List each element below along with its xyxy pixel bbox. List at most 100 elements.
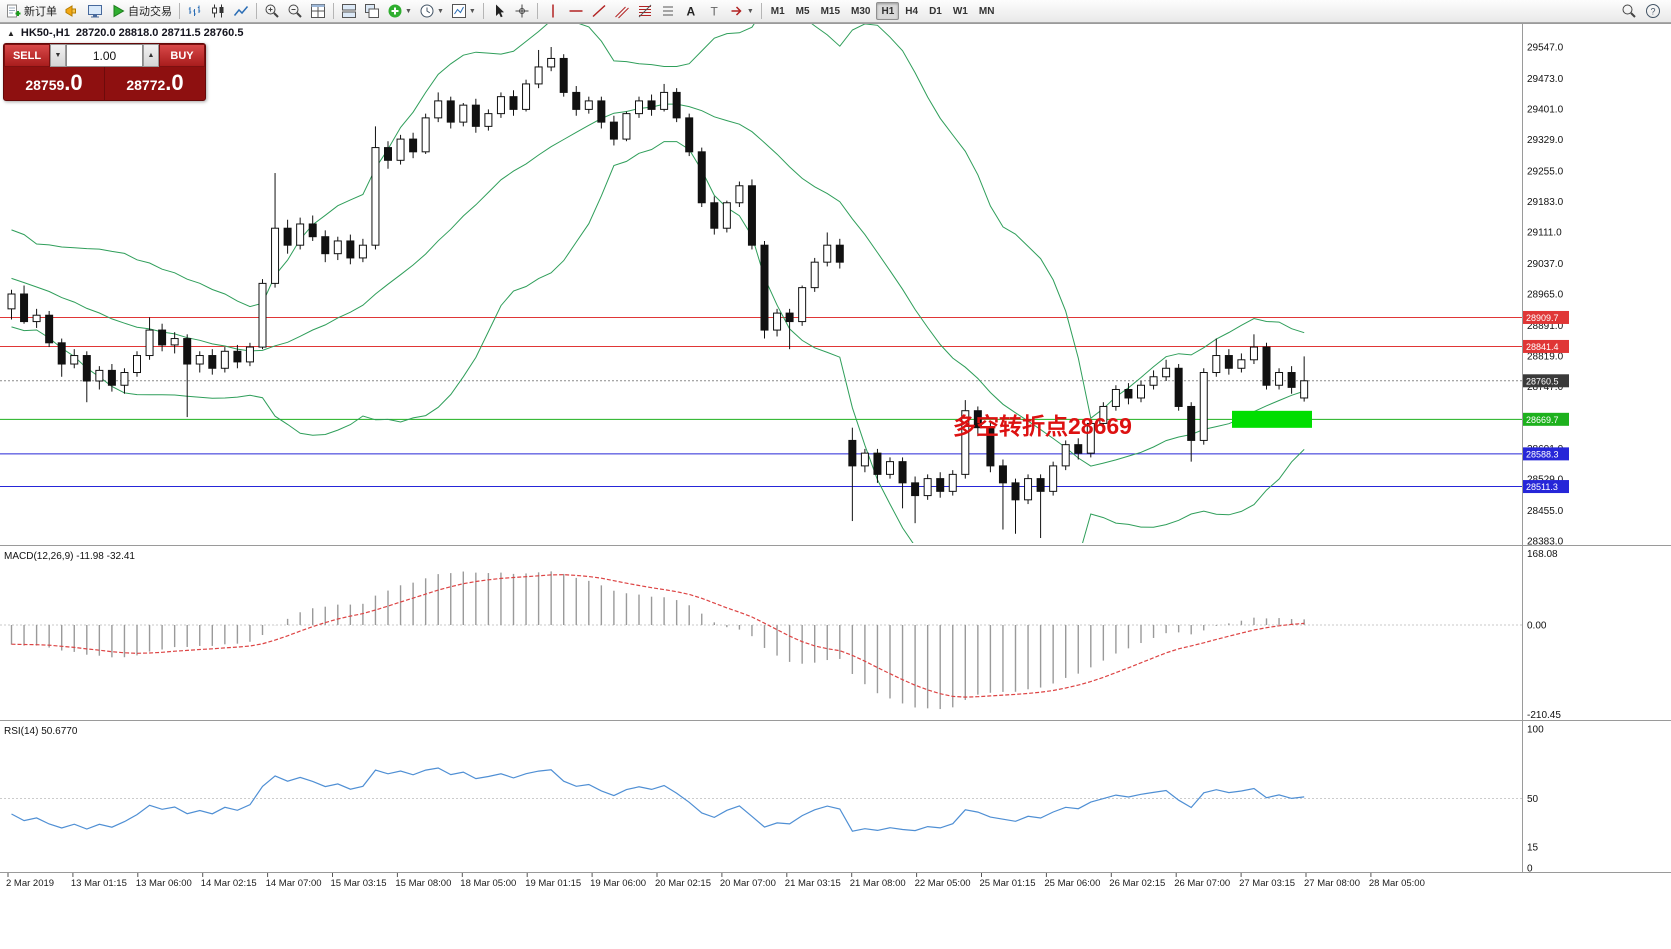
- one-click-trade-panel: SELL ▼ ▲ BUY 28759 .0 28772 .0: [3, 43, 206, 101]
- chart-annotation: 多空转折点28669: [953, 413, 1132, 439]
- autotrade-button-label: 自动交易: [128, 6, 172, 18]
- templates-button[interactable]: ▼: [448, 1, 479, 21]
- sell-price-pips: .0: [64, 70, 83, 95]
- price-divider: [104, 67, 105, 100]
- timeframe-button-MN[interactable]: MN: [978, 5, 995, 17]
- autotrade-icon: [110, 3, 126, 19]
- alerts-button[interactable]: [61, 1, 83, 21]
- cursor-button[interactable]: [488, 1, 510, 21]
- svg-text:26 Mar 07:00: 26 Mar 07:00: [1174, 878, 1230, 889]
- arrows-button[interactable]: ▼: [726, 1, 757, 21]
- vertical-line-button[interactable]: [542, 1, 564, 21]
- timeframe-button-M15[interactable]: M15: [820, 5, 841, 17]
- macd-panel: [0, 571, 1522, 710]
- svg-text:多空转折点28669: 多空转折点28669: [953, 413, 1132, 439]
- timeframe-button-H4[interactable]: H4: [905, 5, 919, 17]
- svg-text:28529.0: 28529.0: [1527, 475, 1564, 486]
- arrange-windows-button[interactable]: [338, 1, 360, 21]
- autotrade-button[interactable]: 自动交易: [107, 1, 175, 21]
- svg-text:14 Mar 07:00: 14 Mar 07:00: [266, 878, 322, 889]
- zoom-out-button[interactable]: [284, 1, 306, 21]
- svg-text:20 Mar 07:00: 20 Mar 07:00: [720, 878, 776, 889]
- timeframe-button-W1[interactable]: W1: [952, 5, 968, 17]
- buy-price[interactable]: 28772 .0: [105, 67, 205, 100]
- rsi-line: [11, 767, 1305, 832]
- monitor-icon: [87, 3, 103, 19]
- svg-text:29473.0: 29473.0: [1527, 74, 1564, 85]
- svg-text:?: ?: [1651, 7, 1656, 17]
- text-button[interactable]: A: [680, 1, 702, 21]
- price-axis: 29547.0 29473.0 29401.0 29329.0 29255.0 29183…: [1523, 43, 1569, 548]
- hline-icon: [568, 3, 584, 19]
- timeframe-button-H1[interactable]: H1: [876, 2, 900, 20]
- volume-down-button[interactable]: ▼: [50, 44, 66, 67]
- search-icon: [1621, 3, 1637, 19]
- channel-button[interactable]: [611, 1, 633, 21]
- volume-up-button[interactable]: ▲: [143, 44, 159, 67]
- bollinger-lower-band: [11, 141, 1305, 543]
- zoom-in-icon: [264, 3, 280, 19]
- svg-text:18 Mar 05:00: 18 Mar 05:00: [460, 878, 516, 889]
- objects-list-button[interactable]: [657, 1, 679, 21]
- arrange-icon: [341, 3, 357, 19]
- collapse-icon[interactable]: ▲: [7, 28, 15, 38]
- svg-text:13 Mar 01:15: 13 Mar 01:15: [71, 878, 127, 889]
- line-chart-button[interactable]: [230, 1, 252, 21]
- toolbar-separator: [256, 3, 257, 19]
- toolbar-separator: [760, 3, 762, 19]
- svg-text:0.00: 0.00: [1527, 621, 1547, 632]
- svg-text:A: A: [686, 5, 695, 19]
- sell-price[interactable]: 28759 .0: [4, 67, 104, 100]
- indicators-button[interactable]: ▼: [384, 1, 415, 21]
- new-order-button[interactable]: 新订单: [3, 1, 60, 21]
- svg-text:28669.7: 28669.7: [1526, 415, 1559, 425]
- horizontal-line-button[interactable]: [565, 1, 587, 21]
- svg-text:28383.0: 28383.0: [1527, 537, 1564, 548]
- svg-text:MACD(12,26,9) -11.98 -32.41: MACD(12,26,9) -11.98 -32.41: [4, 551, 135, 562]
- bar-chart-icon: [187, 3, 203, 19]
- svg-text:13 Mar 06:00: 13 Mar 06:00: [136, 878, 192, 889]
- crosshair-button[interactable]: [511, 1, 533, 21]
- zoom-in-button[interactable]: [261, 1, 283, 21]
- buy-button[interactable]: BUY: [159, 44, 205, 67]
- volume-input[interactable]: [66, 44, 143, 67]
- market-watch-button[interactable]: [84, 1, 106, 21]
- symbol-ohlc: 28720.0 28818.0 28711.5 28760.5: [75, 27, 244, 39]
- cursor-icon: [491, 3, 507, 19]
- timeframe-button-M30[interactable]: M30: [851, 5, 871, 17]
- time-axis[interactable]: 2 Mar 2019 13 Mar 01:15 13 Mar 06:00 14 Mar…: [6, 873, 1425, 889]
- svg-text:28909.7: 28909.7: [1526, 313, 1559, 323]
- help-button[interactable]: ?: [1642, 1, 1664, 21]
- symbol-title: HK50-,H1: [20, 27, 70, 39]
- svg-text:29255.0: 29255.0: [1527, 166, 1564, 177]
- zoom-out-icon: [287, 3, 303, 19]
- arrows-icon: [729, 3, 745, 19]
- chevron-down-icon: ▼: [436, 7, 444, 15]
- cascade-windows-button[interactable]: [361, 1, 383, 21]
- timeframe-button-D1[interactable]: D1: [929, 5, 942, 17]
- tile-windows-button[interactable]: [307, 1, 329, 21]
- sell-button[interactable]: SELL: [4, 44, 50, 67]
- timeframe-button-M5[interactable]: M5: [795, 5, 810, 17]
- highlight-zone[interactable]: [1232, 410, 1312, 428]
- timeframe-button-M1[interactable]: M1: [770, 5, 785, 17]
- new-order-icon: [6, 3, 22, 19]
- fibonacci-button[interactable]: [634, 1, 656, 21]
- rsi-label: RSI(14) 50.6770: [4, 726, 78, 737]
- svg-text:168.08: 168.08: [1527, 549, 1558, 560]
- candle-chart-button[interactable]: [207, 1, 229, 21]
- bollinger-middle-band: [11, 103, 1305, 467]
- rsi-panel: [0, 767, 1522, 832]
- text-label-button[interactable]: T: [703, 1, 725, 21]
- svg-text:29111.0: 29111.0: [1527, 228, 1562, 239]
- svg-text:21 Mar 08:00: 21 Mar 08:00: [850, 878, 906, 889]
- candles-layer: [7, 47, 1309, 539]
- list-icon: [660, 3, 676, 19]
- macd-label: MACD(12,26,9) -11.98 -32.41: [4, 551, 135, 562]
- search-button[interactable]: [1618, 1, 1640, 21]
- panel-separators: [0, 23, 1671, 873]
- bar-chart-button[interactable]: [184, 1, 206, 21]
- periods-button[interactable]: ▼: [416, 1, 447, 21]
- trendline-button[interactable]: [588, 1, 610, 21]
